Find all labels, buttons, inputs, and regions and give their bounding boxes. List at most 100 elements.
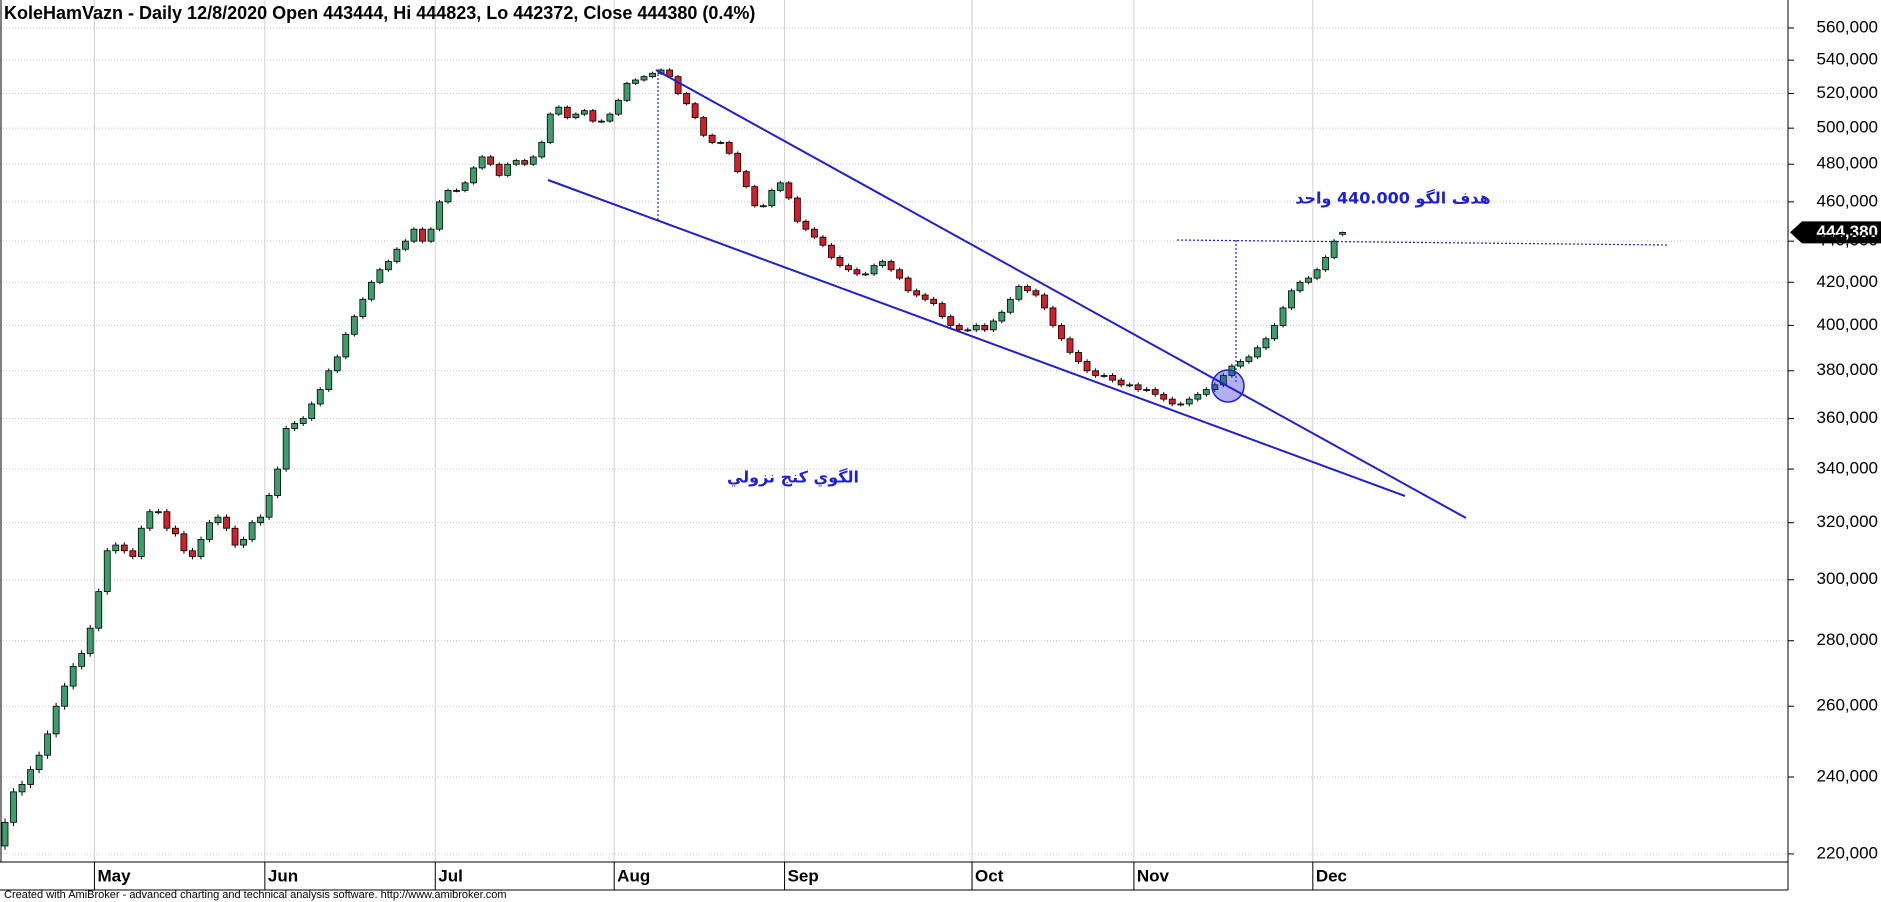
candle-body xyxy=(1322,256,1329,271)
candle-body xyxy=(1032,290,1040,296)
candle-body xyxy=(495,163,503,176)
candle-body xyxy=(615,99,622,115)
x-tick-label: Nov xyxy=(1137,866,1170,885)
candle-body xyxy=(1279,307,1287,326)
candle-body xyxy=(478,156,486,169)
candle-body xyxy=(291,423,299,429)
candle-body xyxy=(163,511,171,529)
candle-body xyxy=(282,428,290,470)
candle-body xyxy=(504,163,512,176)
y-tick-label: 480,000 xyxy=(1817,154,1878,173)
candle-body xyxy=(146,511,154,529)
candle-body xyxy=(640,76,648,81)
y-tick-label: 420,000 xyxy=(1817,272,1878,291)
candle-body xyxy=(1339,232,1347,235)
candle-body xyxy=(742,171,750,188)
candle-body xyxy=(904,277,912,292)
candle-body xyxy=(512,160,520,165)
candle-body xyxy=(1254,347,1261,358)
y-tick-label: 380,000 xyxy=(1817,360,1878,379)
x-tick-label: Sep xyxy=(788,866,819,885)
candle-body xyxy=(376,269,384,283)
candle-body xyxy=(546,113,554,143)
candle-body xyxy=(1245,356,1253,362)
y-tick-label: 560,000 xyxy=(1817,17,1878,36)
candle-body xyxy=(359,298,367,318)
candle-body xyxy=(1194,393,1202,400)
candle-body xyxy=(197,539,205,557)
candle-body xyxy=(436,201,443,230)
candle-body xyxy=(103,550,111,593)
y-tick-label: 460,000 xyxy=(1817,191,1878,210)
candle-body xyxy=(78,653,86,667)
candle-body xyxy=(257,516,265,524)
candle-body xyxy=(1109,375,1116,381)
candle-body xyxy=(972,325,980,331)
candle-body xyxy=(708,134,716,143)
candle-body xyxy=(171,527,179,535)
candle-body xyxy=(563,106,571,119)
target-annotation: هدف الگو 440.000 واحد xyxy=(1295,189,1491,208)
candle-body xyxy=(887,261,895,271)
candle-body xyxy=(1100,375,1108,377)
candle-body xyxy=(1024,286,1031,292)
annotations xyxy=(547,69,1669,519)
x-tick-label: Oct xyxy=(975,866,1004,885)
candle-body xyxy=(845,265,852,271)
candle-body xyxy=(342,333,350,358)
y-tick-label: 440,000 xyxy=(1817,231,1878,250)
candle-body xyxy=(1202,389,1210,395)
candle-body xyxy=(189,550,196,557)
candle-body xyxy=(214,516,222,524)
candles xyxy=(1,68,1347,850)
pattern-annotation: الگوي كنج نزولي xyxy=(727,468,859,488)
candle-body xyxy=(316,389,324,405)
candle-body xyxy=(248,522,256,540)
y-tick-label: 260,000 xyxy=(1817,696,1878,715)
candle-body xyxy=(69,665,77,687)
candle-body xyxy=(154,511,162,514)
candle-body xyxy=(751,186,759,207)
candle-body xyxy=(589,110,597,122)
candle-body xyxy=(112,544,120,552)
candle-body xyxy=(410,228,418,242)
breakout-circle xyxy=(1211,369,1245,403)
candle-body xyxy=(921,294,929,300)
candle-body xyxy=(367,281,375,300)
candle-body xyxy=(785,182,793,199)
y-tick-label: 360,000 xyxy=(1817,408,1878,427)
candle-body xyxy=(1185,398,1193,405)
candle-body xyxy=(981,325,989,331)
candle-body xyxy=(27,769,34,785)
y-tick-label: 280,000 xyxy=(1817,630,1878,649)
candle-body xyxy=(333,356,341,372)
candle-body xyxy=(1305,277,1312,283)
lower-trendline xyxy=(547,179,1406,497)
candle-body xyxy=(18,784,26,793)
candle-body xyxy=(691,103,699,119)
candle-body xyxy=(1237,361,1244,367)
candle-body xyxy=(947,316,955,326)
candle-body xyxy=(998,311,1006,322)
candle-body xyxy=(444,190,452,203)
y-tick-label: 500,000 xyxy=(1817,118,1878,137)
candle-body xyxy=(419,228,426,242)
candle-body xyxy=(1160,393,1168,400)
candle-body xyxy=(308,403,316,419)
candle-body xyxy=(35,754,43,771)
y-tick-label: 240,000 xyxy=(1817,766,1878,785)
candle-body xyxy=(1330,240,1338,258)
y-tick-label: 320,000 xyxy=(1817,512,1878,531)
candle-body xyxy=(955,325,963,331)
target-line xyxy=(1176,239,1669,246)
candle-body xyxy=(61,685,69,707)
candle-body xyxy=(1117,379,1125,386)
candle-body xyxy=(206,522,213,540)
y-tick-label: 220,000 xyxy=(1817,843,1878,862)
candle-body xyxy=(86,627,94,654)
candle-body xyxy=(10,791,17,823)
candle-body xyxy=(819,236,827,246)
candle-body xyxy=(776,182,784,191)
candle-body xyxy=(265,495,273,518)
candle-body xyxy=(802,220,810,230)
